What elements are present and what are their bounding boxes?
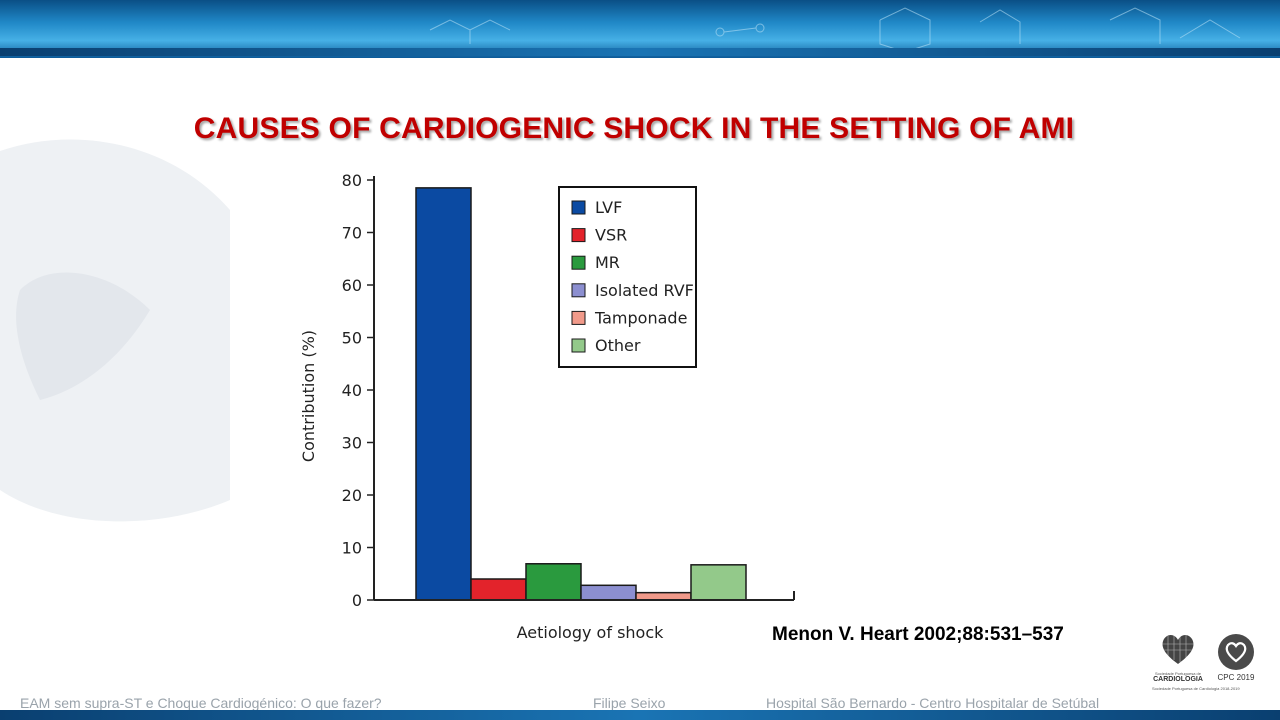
y-tick-label: 80 xyxy=(342,171,362,190)
bar-vsr xyxy=(470,578,527,601)
chemistry-decoration xyxy=(429,7,1241,53)
cpc-logo: CPC 2019 xyxy=(1212,634,1260,682)
legend-label: VSR xyxy=(595,226,627,245)
y-tick-label: 60 xyxy=(342,276,362,295)
background-heart-shape xyxy=(0,139,230,522)
heart-outline-icon xyxy=(1225,642,1247,663)
bar-isolated-rvf xyxy=(580,584,637,601)
header-banner xyxy=(0,0,1280,58)
cpc-badge xyxy=(1218,634,1254,670)
bar-chart: 0 10 20 30 40 50 60 70 80 Contribution (%) Aetiolo… xyxy=(299,171,795,642)
header-strip xyxy=(0,48,1280,56)
y-tick-label: 70 xyxy=(342,224,362,243)
y-axis-label: Contribution (%) xyxy=(299,330,318,462)
footer-talk-title: EAM sem supra-ST e Choque Cardiogénico: … xyxy=(20,695,382,711)
legend-swatch xyxy=(571,228,586,243)
legend-label: Isolated RVF xyxy=(595,281,694,300)
legend-label: Tamponade xyxy=(594,308,687,327)
citation-reference: Menon V. Heart 2002;88:531–537 xyxy=(772,624,1064,645)
y-tick-label: 50 xyxy=(342,329,362,348)
footer-presenter: Filipe Seixo xyxy=(593,695,666,711)
spc-name: CARDIOLOGIA xyxy=(1153,676,1203,683)
y-tick-label: 30 xyxy=(342,434,362,453)
y-tick-label: 40 xyxy=(342,381,362,400)
legend-swatch xyxy=(571,283,586,298)
legend-swatch xyxy=(571,255,586,270)
spc-small-text: Sociedade Portuguesa de xyxy=(1154,671,1202,676)
spc-footnote: Sociedade Portuguesa de Cardiologia 2018… xyxy=(1152,686,1240,691)
legend-box xyxy=(558,186,697,368)
legend-label: Other xyxy=(595,336,641,355)
slide-title: CAUSES OF CARDIOGENIC SHOCK IN THE SETTI… xyxy=(193,112,1075,145)
legend-swatch xyxy=(571,338,586,353)
bar-mr xyxy=(525,563,582,601)
bar-tamponade xyxy=(635,591,692,601)
legend-label: LVF xyxy=(595,198,622,217)
footer-bar xyxy=(0,710,1280,720)
bar-other xyxy=(690,564,747,601)
heart-logo-icon xyxy=(1162,634,1194,664)
y-tick-label: 20 xyxy=(342,486,362,505)
y-tick-label: 10 xyxy=(342,539,362,558)
bar-lvf xyxy=(415,187,472,601)
spc-logo: Sociedade Portuguesa de CARDIOLOGIA xyxy=(1150,632,1206,684)
footer-institution: Hospital São Bernardo - Centro Hospitala… xyxy=(766,695,1100,711)
cpc-label: CPC 2019 xyxy=(1217,673,1255,682)
y-tick-label: 0 xyxy=(352,591,362,610)
legend-swatch xyxy=(571,310,586,325)
legend-swatch xyxy=(571,200,586,215)
legend-label: MR xyxy=(595,253,620,272)
x-axis-label: Aetiology of shock xyxy=(517,623,665,642)
